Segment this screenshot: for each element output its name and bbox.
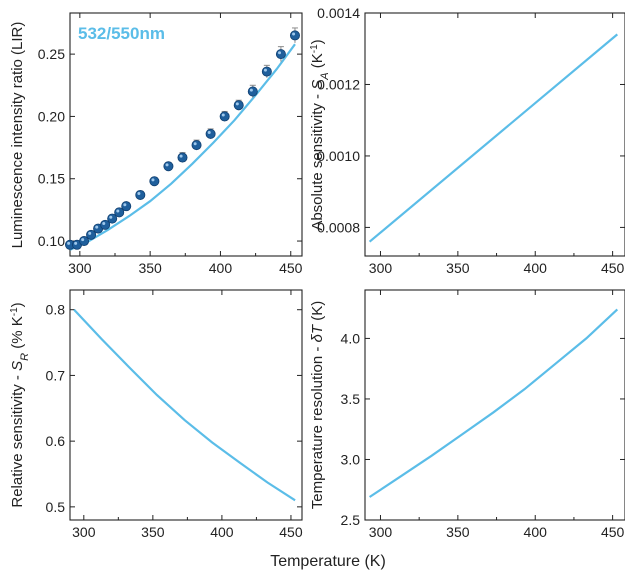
y-tick-label: 0.7 [46,367,66,383]
series-line [73,308,296,502]
data-point [135,189,146,200]
data-point-highlight [278,51,282,55]
y-tick-label: 0.25 [38,46,65,62]
y-tick-label: 0.0010 [317,148,360,164]
x-tick-label: 350 [141,524,165,540]
data-point-highlight [249,88,253,92]
data-point [219,111,230,122]
data-point-highlight [116,209,120,213]
data-point-highlight [235,102,239,106]
x-tick-label: 300 [68,260,92,276]
x-tick-label: 400 [209,260,233,276]
panel-absolute-sensitivity: 300 350 400 450 0.0008 0.0010 0.0012 0.0014 Abso… [309,5,625,276]
data-point-highlight [81,238,85,242]
plot-frame [69,289,303,521]
data-point-highlight [221,113,225,117]
data-point-highlight [263,68,267,72]
plot-frame [364,12,625,257]
panel-relative-sensitivity: 300 350 400 450 0.5 0.6 0.7 0.8 Relative sensiti… [9,289,303,540]
data-point-highlight [193,142,197,146]
x-tick-label: 300 [369,260,393,276]
panel-lir: 300 350 400 450 0.10 0.15 0.20 0.25 Luminescence… [9,12,303,276]
y-axis-label: Temperature resolution - δT (K) [309,301,326,509]
y-tick-label: 0.5 [46,499,66,515]
x-tick-label: 350 [138,260,162,276]
data-point-highlight [165,163,169,167]
series-line [70,43,296,251]
annotation-label: 532/550nm [78,24,165,43]
data-point [177,152,188,163]
data-point [121,201,132,212]
data-point-highlight [207,130,211,134]
x-tick-label: 350 [446,524,470,540]
data-point [233,100,244,111]
y-tick-label: 2.5 [341,512,361,528]
series-line [368,33,619,243]
data-point-highlight [151,178,155,182]
x-tick-label: 300 [72,524,96,540]
data-point [275,49,286,60]
data-point [163,161,174,172]
plot-frame [69,12,303,257]
data-point-highlight [74,241,78,245]
x-tick-label: 350 [446,260,470,276]
y-tick-label: 0.0012 [317,76,360,92]
data-point-highlight [67,241,71,245]
data-point-highlight [88,231,92,235]
y-tick-label: 0.10 [38,233,65,249]
data-point [247,86,258,97]
data-point [261,66,272,77]
plot-frame [364,289,625,521]
y-tick-label: 0.8 [46,302,66,318]
x-tick-label: 400 [524,524,548,540]
y-tick-label: 0.0014 [317,5,360,21]
y-tick-label: 3.0 [341,451,361,467]
y-axis-label: Absolute sensitivity - SA (K-1) [309,39,332,230]
data-point-highlight [102,221,106,225]
y-tick-label: 3.5 [341,391,361,407]
y-tick-label: 4.0 [341,330,361,346]
y-tick-label: 0.6 [46,433,66,449]
y-tick-label: 0.15 [38,171,65,187]
data-point-highlight [292,32,296,36]
data-point [289,30,300,41]
x-tick-label: 400 [524,260,548,276]
data-point-highlight [179,154,183,158]
x-tick-label: 300 [369,524,393,540]
data-point-highlight [95,225,99,229]
common-x-axis-label: Temperature (K) [270,553,386,570]
x-tick-label: 450 [601,260,625,276]
y-tick-label: 0.20 [38,108,65,124]
series-line [368,308,619,498]
data-point [191,140,202,151]
y-axis-label: Relative sensitivity - SR (% K-1) [9,302,32,507]
y-axis-label: Luminescence intensity ratio (LIR) [9,22,26,249]
data-point [149,176,160,187]
data-point-highlight [123,203,127,207]
x-tick-label: 450 [601,524,625,540]
x-tick-label: 450 [279,524,303,540]
y-tick-label: 0.0008 [317,219,360,235]
data-point-highlight [109,215,113,219]
x-tick-label: 450 [279,260,303,276]
x-tick-label: 400 [210,524,234,540]
panel-temperature-resolution: 300 350 400 450 2.5 3.0 3.5 4.0 Temperature reso… [309,289,625,540]
data-point-highlight [137,192,141,196]
data-point [205,128,216,139]
